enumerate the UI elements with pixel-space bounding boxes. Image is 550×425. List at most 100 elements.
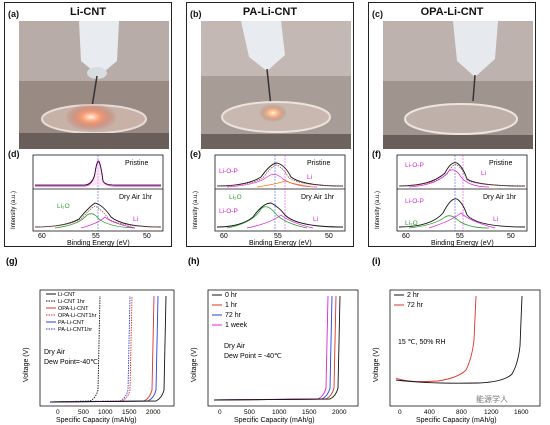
legend-g-4: PA-Li-CNT: [58, 320, 85, 326]
xtick-h-0: 0: [218, 409, 222, 416]
voltage-ylabel-h: Voltage (V): [191, 347, 198, 382]
panel-letter-g: (g): [6, 256, 18, 266]
legend-h-0: 0 hr: [225, 292, 238, 299]
xps-xlabel-f: Binding Energy (eV): [431, 240, 494, 247]
panel-letter-e: (e): [190, 149, 201, 159]
xtick-h-2000: 2000: [332, 409, 347, 416]
legend-g-2: OPA-Li-CNT: [58, 306, 89, 312]
legend-g-0: Li-CNT: [58, 292, 76, 298]
legend-i-1: 72 hr: [407, 302, 424, 309]
legend-h-3: 1 week: [225, 322, 248, 329]
legend-h-1: 1 hr: [225, 302, 238, 309]
note-i-1: 15 ℃, 50% RH: [398, 339, 446, 346]
voltage-xlabel-g: Specific Capacity (mAh/g): [56, 417, 137, 424]
xps-chart-e: Intensity (a.u.) Binding Energy (eV) 60 …: [193, 154, 346, 247]
panel-letter-i: (i): [372, 256, 381, 266]
xtick-h-1500: 1500: [302, 409, 317, 416]
photo-opa-li-cnt: [383, 21, 533, 149]
xps-pristine-label-e: Pristine: [307, 160, 330, 167]
legend-i-0: 2 hr: [407, 292, 420, 299]
xtick-g-1000: 1000: [98, 409, 113, 416]
xps-xtick-f-55: 55: [456, 233, 464, 240]
panel-letter-c: (c): [372, 9, 383, 19]
note-g-1: Dry Air: [44, 349, 66, 356]
xps-chart-d: Intensity (a.u.) Binding Energy (eV) 60 …: [11, 154, 164, 247]
xps-peak-li-e-bottom: Li: [313, 216, 318, 223]
column-b-e: PA-Li-CNT (b) (e) Intensity (a.u.) Bindi…: [186, 2, 354, 247]
panel-title-c: OPA-Li-CNT: [420, 6, 484, 18]
voltage-ylabel-i: Voltage (V): [373, 347, 380, 382]
panel-letter-d: (d): [8, 149, 20, 159]
legend-g-1: Li-CNT 1hr: [58, 299, 85, 305]
xtick-g-0: 0: [56, 409, 60, 416]
xps-ylabel-e: Intensity (a.u.): [193, 191, 199, 229]
xticks-i: 0 400 800 1200 1600: [398, 409, 529, 416]
xps-peak-lioP-f-bottom: Li-O-P: [405, 198, 424, 205]
xps-peak-li2o-f: Li₂O: [405, 220, 418, 227]
xps-xtick-f-60: 60: [402, 233, 410, 240]
xtick-h-500: 500: [244, 409, 255, 416]
panel-title-a: Li-CNT: [69, 6, 107, 18]
xtick-i-800: 800: [456, 409, 467, 416]
xps-dryair-label-f: Dry Air 1hr: [483, 194, 517, 201]
xps-peak-lioP-f-top: Li-O-P: [405, 162, 424, 169]
xps-pristine-label-f: Pristine: [489, 160, 512, 167]
xps-peak-li2o-d: Li₂O: [57, 203, 70, 210]
xps-ylabel-f: Intensity (a.u.): [375, 191, 381, 229]
note-h-1: Dry Air: [224, 343, 246, 350]
xps-peak-li-f-top: Li: [481, 170, 486, 177]
voltage-ylabel-g: Voltage (V): [23, 347, 30, 382]
note-h-2: Dew Point = -40℃: [224, 353, 282, 360]
xticks-g: 0 500 1000 1500 2000: [56, 409, 161, 416]
xtick-g-2000: 2000: [146, 409, 161, 416]
xtick-i-400: 400: [424, 409, 435, 416]
xps-dryair-label-e: Dry Air 1hr: [301, 194, 335, 201]
xps-xtick-d-50: 50: [143, 233, 151, 240]
xps-chart-f: Intensity (a.u.) Binding Energy (eV) 60 …: [375, 154, 528, 247]
xps-xlabel-e: Binding Energy (eV): [249, 240, 312, 247]
column-c-f: OPA-Li-CNT (c) (f) Intensity (a.u.) Bind…: [368, 2, 536, 247]
watermark: 能源学人: [476, 394, 508, 404]
voltage-xlabel-h: Specific Capacity (mAh/g): [234, 417, 315, 424]
legend-i: 2 hr 72 hr: [394, 292, 424, 309]
xps-peak-lioP-e-top: Li-O-P: [219, 168, 238, 175]
column-a-d: Li-CNT (a) (d) Intensity (a.u.) Binding …: [4, 2, 172, 247]
voltage-chart-g: (g) Voltage (V) Specific Capacity (mAh/g…: [6, 256, 175, 424]
xtick-i-1200: 1200: [484, 409, 499, 416]
voltage-xlabel-i: Specific Capacity (mAh/g): [416, 417, 497, 424]
xps-xlabel-d: Binding Energy (eV): [67, 240, 130, 247]
xps-xtick-e-60: 60: [220, 233, 228, 240]
xps-peak-li-e-top: Li: [307, 174, 312, 181]
xps-dryair-label-d: Dry Air 1hr: [119, 194, 153, 201]
xps-pristine-label-d: Pristine: [125, 160, 148, 167]
photo-li-cnt: [19, 21, 169, 149]
panel-title-b: PA-Li-CNT: [242, 6, 298, 18]
xps-peak-li-d: Li: [133, 216, 138, 223]
xps-peak-li-f-bottom: Li: [493, 216, 498, 223]
xps-peak-lioP-e-bottom: Li-O-P: [219, 208, 238, 215]
xtick-g-1500: 1500: [122, 409, 137, 416]
note-g-2: Dew Point=-40℃: [44, 359, 98, 366]
legend-g-3: OPA-Li-CNT1hr: [58, 313, 97, 319]
xticks-h: 0 500 1000 1500 2000: [218, 409, 347, 416]
xps-xtick-e-55: 55: [274, 233, 282, 240]
panel-letter-h: (h): [188, 256, 200, 266]
xps-xtick-d-55: 55: [92, 233, 100, 240]
xtick-g-500: 500: [78, 409, 89, 416]
xps-xtick-f-50: 50: [507, 233, 515, 240]
panel-letter-f: (f): [372, 149, 381, 159]
xtick-h-1000: 1000: [272, 409, 287, 416]
xps-xtick-e-50: 50: [325, 233, 333, 240]
xps-ylabel-d: Intensity (a.u.): [11, 191, 17, 229]
xtick-i-1600: 1600: [514, 409, 529, 416]
legend-h: 0 hr 1 hr 72 hr 1 week: [212, 292, 248, 329]
legend-h-2: 72 hr: [225, 312, 242, 319]
xps-peak-li2o-e: Li₂O: [229, 194, 242, 201]
panel-letter-a: (a): [8, 9, 19, 19]
voltage-chart-h: (h) Voltage (V) Specific Capacity (mAh/g…: [188, 256, 359, 424]
legend-g-5: PA-Li-CNT1hr: [58, 327, 92, 333]
xps-xtick-d-60: 60: [38, 233, 46, 240]
photo-pa-li-cnt: [201, 21, 351, 149]
panel-letter-b: (b): [190, 9, 202, 19]
xtick-i-0: 0: [398, 409, 402, 416]
